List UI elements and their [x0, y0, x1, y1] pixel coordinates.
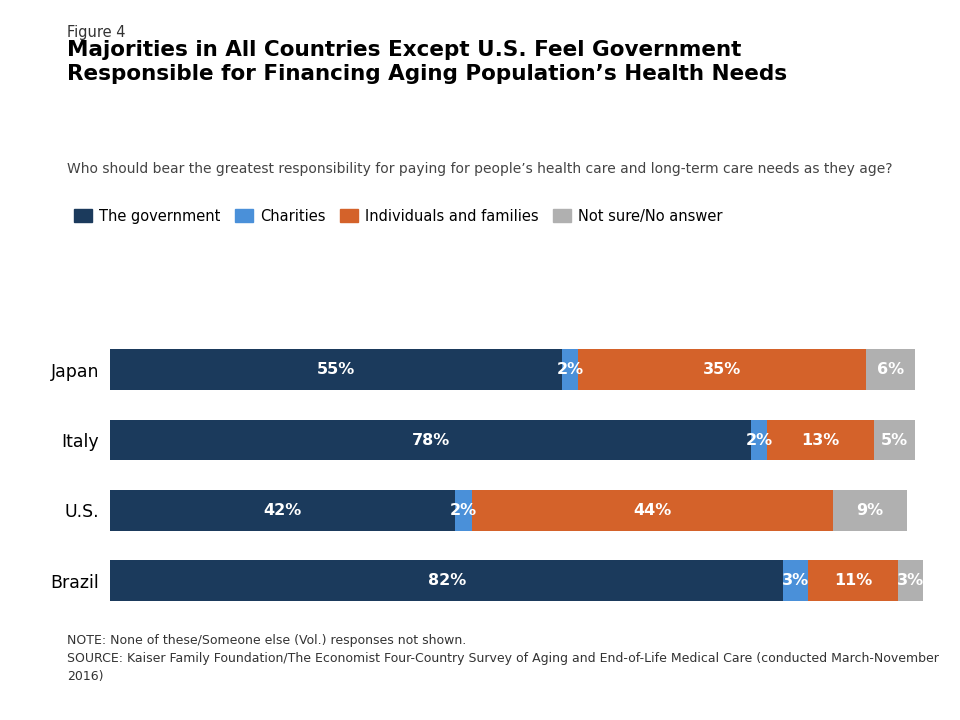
- Bar: [562, 349, 578, 390]
- Bar: [471, 490, 832, 531]
- Bar: [783, 560, 808, 601]
- Text: NOTE: None of these/Someone else (Vol.) responses not shown.
SOURCE: Kaiser Fami: NOTE: None of these/Someone else (Vol.) …: [67, 634, 939, 683]
- Text: 44%: 44%: [633, 503, 671, 518]
- Text: 9%: 9%: [856, 503, 883, 518]
- Bar: [866, 349, 915, 390]
- Text: 6%: 6%: [876, 362, 903, 377]
- Bar: [767, 420, 874, 461]
- Bar: [832, 490, 906, 531]
- Bar: [899, 560, 923, 601]
- Text: 55%: 55%: [317, 362, 355, 377]
- Text: 2%: 2%: [557, 362, 584, 377]
- Text: 35%: 35%: [703, 362, 741, 377]
- Text: 13%: 13%: [802, 433, 839, 448]
- Text: Who should bear the greatest responsibility for paying for people’s health care : Who should bear the greatest responsibil…: [67, 162, 893, 176]
- Bar: [751, 420, 767, 461]
- Bar: [578, 349, 866, 390]
- Bar: [874, 420, 915, 461]
- Text: 11%: 11%: [834, 573, 873, 588]
- Text: 2%: 2%: [450, 503, 477, 518]
- Bar: [110, 560, 783, 601]
- Text: 3%: 3%: [782, 573, 809, 588]
- Text: 3%: 3%: [897, 573, 924, 588]
- Bar: [808, 560, 899, 601]
- Text: 78%: 78%: [412, 433, 449, 448]
- Text: Figure 4: Figure 4: [67, 25, 126, 40]
- Bar: [455, 490, 471, 531]
- Text: 82%: 82%: [428, 573, 466, 588]
- Bar: [110, 420, 751, 461]
- Bar: [110, 490, 455, 531]
- Text: 42%: 42%: [264, 503, 301, 518]
- Bar: [110, 349, 562, 390]
- Text: Majorities in All Countries Except U.S. Feel Government
Responsible for Financin: Majorities in All Countries Except U.S. …: [67, 40, 787, 84]
- Legend: The government, Charities, Individuals and families, Not sure/No answer: The government, Charities, Individuals a…: [75, 209, 723, 224]
- Text: 2%: 2%: [745, 433, 773, 448]
- Text: 5%: 5%: [880, 433, 908, 448]
